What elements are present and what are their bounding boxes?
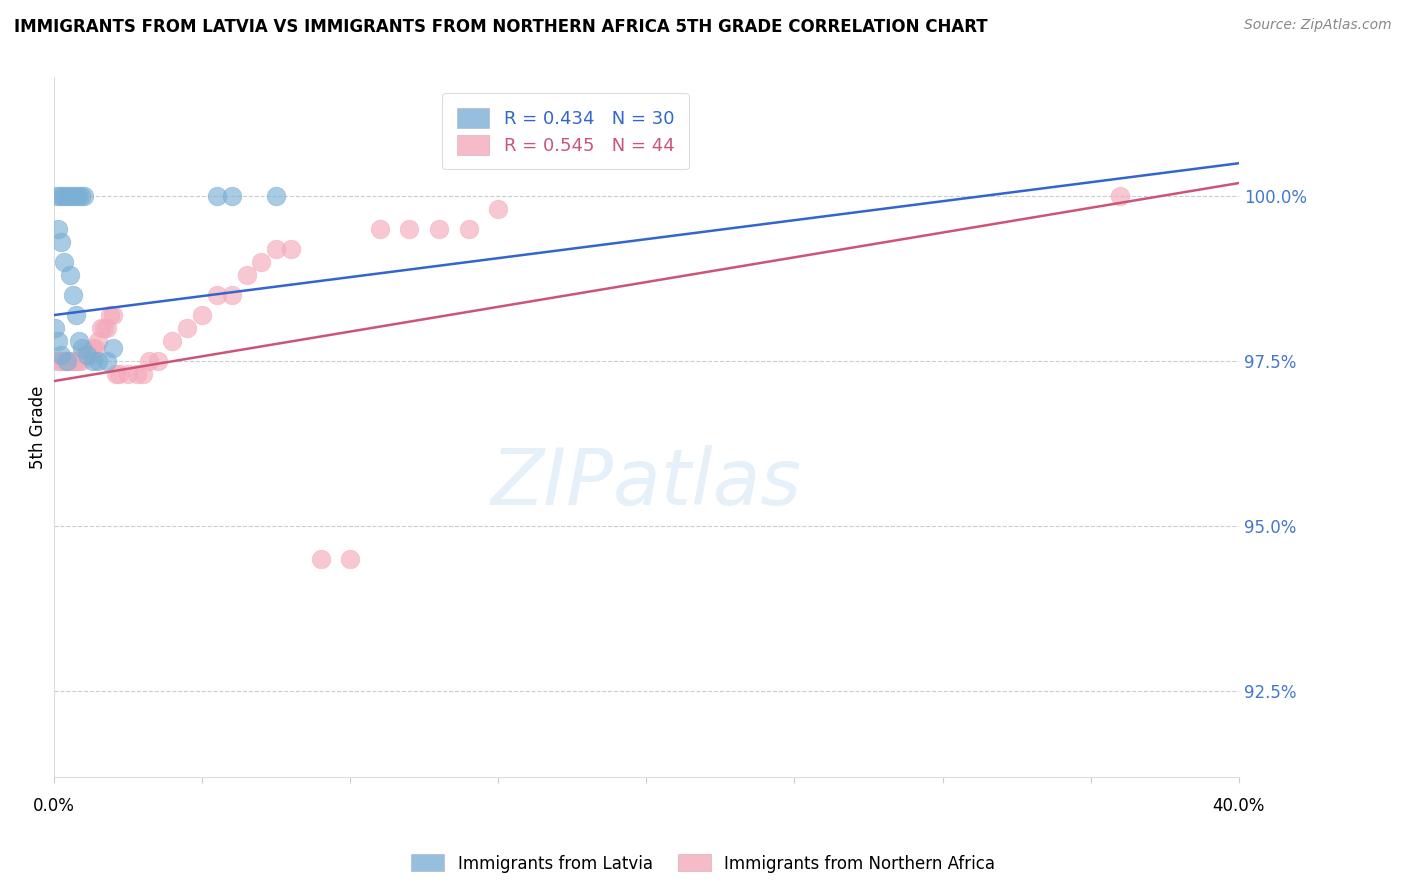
Point (82, 354, 104, 368)
Point (96, 321, 118, 335)
Point (103, 341, 125, 355)
Point (48, 222, 70, 236)
Point (264, 242, 287, 256)
Point (70, 341, 93, 355)
Point (105, 368, 128, 382)
Point (309, 552, 332, 566)
Text: Source: ZipAtlas.com: Source: ZipAtlas.com (1244, 18, 1392, 32)
Point (339, 552, 361, 566)
Point (46, 354, 69, 368)
Point (52, 354, 75, 368)
Text: 40.0%: 40.0% (1212, 797, 1265, 815)
Point (46, 334, 69, 349)
Point (58, 354, 80, 368)
Point (72, 348, 94, 362)
Point (486, 202, 509, 217)
Point (79, 348, 101, 362)
Point (56, 354, 79, 368)
Point (49, 348, 72, 362)
Point (65, 308, 87, 322)
Point (103, 308, 125, 322)
Point (96, 354, 118, 368)
Point (280, 242, 302, 256)
Point (52, 189, 75, 203)
Point (76, 348, 98, 362)
Point (368, 222, 391, 236)
Point (62, 288, 84, 302)
Y-axis label: 5th Grade: 5th Grade (30, 385, 46, 469)
Point (60, 354, 83, 368)
Point (84, 341, 107, 355)
Point (205, 189, 228, 203)
Text: ZIPatlas: ZIPatlas (491, 445, 801, 521)
Point (49, 189, 72, 203)
Point (221, 288, 243, 302)
Point (191, 308, 214, 322)
Point (58, 189, 80, 203)
Point (1109, 189, 1132, 203)
Point (60, 189, 83, 203)
Point (72, 189, 94, 203)
Point (235, 268, 257, 283)
Point (138, 354, 160, 368)
Point (98, 308, 121, 322)
Point (250, 255, 273, 269)
Point (125, 368, 148, 382)
Point (117, 368, 139, 382)
Point (90, 321, 112, 335)
Point (176, 321, 198, 335)
Legend: R = 0.434   N = 30, R = 0.545   N = 44: R = 0.434 N = 30, R = 0.545 N = 44 (441, 94, 689, 169)
Point (108, 368, 131, 382)
Point (66, 354, 89, 368)
Point (76, 348, 98, 362)
Point (69, 354, 91, 368)
Point (44, 321, 66, 335)
Point (427, 222, 450, 236)
Point (55, 189, 77, 203)
Point (67, 334, 90, 349)
Point (49, 354, 72, 368)
Legend: Immigrants from Latvia, Immigrants from Northern Africa: Immigrants from Latvia, Immigrants from … (404, 847, 1002, 880)
Point (66, 189, 89, 203)
Point (205, 288, 228, 302)
Point (132, 368, 155, 382)
Point (46, 189, 69, 203)
Point (63, 354, 86, 368)
Point (457, 222, 479, 236)
Text: IMMIGRANTS FROM LATVIA VS IMMIGRANTS FROM NORTHERN AFRICA 5TH GRADE CORRELATION : IMMIGRANTS FROM LATVIA VS IMMIGRANTS FRO… (14, 18, 987, 36)
Text: 0.0%: 0.0% (34, 797, 75, 815)
Point (264, 189, 287, 203)
Point (51, 235, 73, 250)
Point (69, 189, 91, 203)
Point (398, 222, 420, 236)
Point (146, 354, 169, 368)
Point (53, 255, 76, 269)
Point (59, 268, 82, 283)
Point (221, 189, 243, 203)
Point (93, 321, 115, 335)
Point (82, 341, 104, 355)
Point (55, 354, 77, 368)
Point (162, 334, 184, 349)
Point (87, 354, 110, 368)
Point (63, 189, 86, 203)
Point (87, 334, 110, 349)
